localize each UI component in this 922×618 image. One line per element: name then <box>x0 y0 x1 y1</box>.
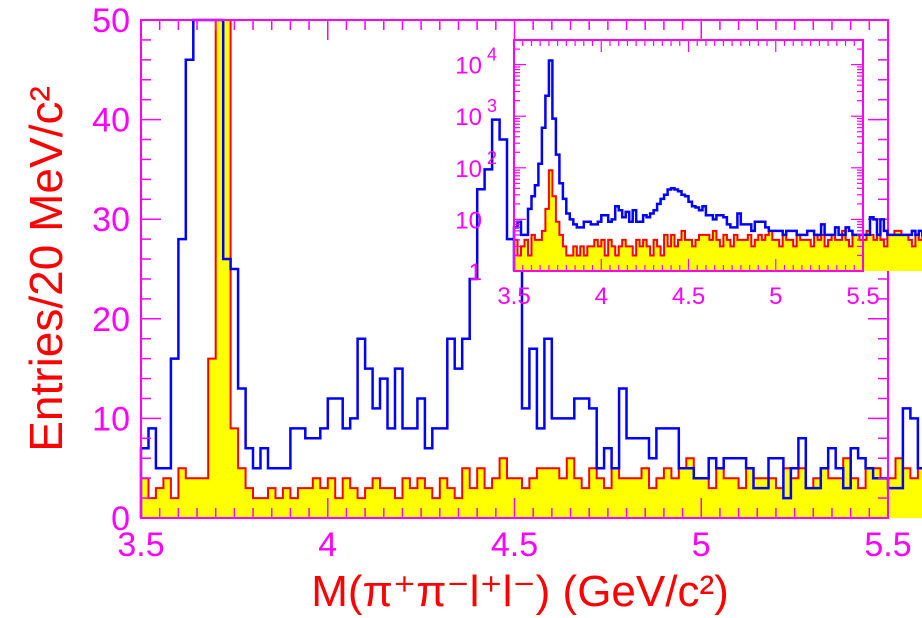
y-tick-label: 30 <box>92 201 130 239</box>
inset-y-tick-label: 1 <box>469 259 482 286</box>
inset-y-tick-exponent: 2 <box>487 148 497 168</box>
inset-y-tick-exponent: 3 <box>487 96 497 116</box>
inset-x-tick-label: 3.5 <box>497 283 530 310</box>
y-tick-label: 20 <box>92 301 130 339</box>
inset-y-tick-label: 10 <box>455 156 482 183</box>
inset-x-tick-label: 5 <box>769 283 782 310</box>
inset-background <box>514 40 863 271</box>
x-tick-label: 4.5 <box>491 526 538 564</box>
inset-x-tick-label: 5.5 <box>846 283 879 310</box>
x-tick-label: 5.5 <box>864 526 911 564</box>
y-axis-label: Entries/20 MeV/c² <box>20 86 72 452</box>
y-tick-label: 40 <box>92 102 130 140</box>
y-tick-label: 50 <box>92 2 130 40</box>
inset-y-tick-label: 10 <box>455 53 482 80</box>
x-axis-label: M(π⁺π⁻l⁺l⁻) (GeV/c²) <box>311 567 729 616</box>
x-tick-label: 4 <box>318 526 337 564</box>
inset-y-tick-label: 10 <box>455 104 482 131</box>
x-tick-label: 5 <box>692 526 711 564</box>
inset-x-tick-label: 4 <box>595 283 608 310</box>
main-x-tick-labels: 3.5 4 4.5 5 5.5 <box>117 526 911 564</box>
inset-x-tick-labels: 3.5 4 4.5 5 5.5 <box>497 283 879 310</box>
inset-x-tick-label: 4.5 <box>672 283 705 310</box>
inset-y-tick-label: 10 <box>455 207 482 234</box>
y-tick-label: 0 <box>111 500 130 538</box>
y-tick-label: 10 <box>92 400 130 438</box>
main-y-tick-labels: 0 10 20 30 40 50 <box>92 2 130 538</box>
inset-y-tick-exponent: 4 <box>487 45 497 65</box>
